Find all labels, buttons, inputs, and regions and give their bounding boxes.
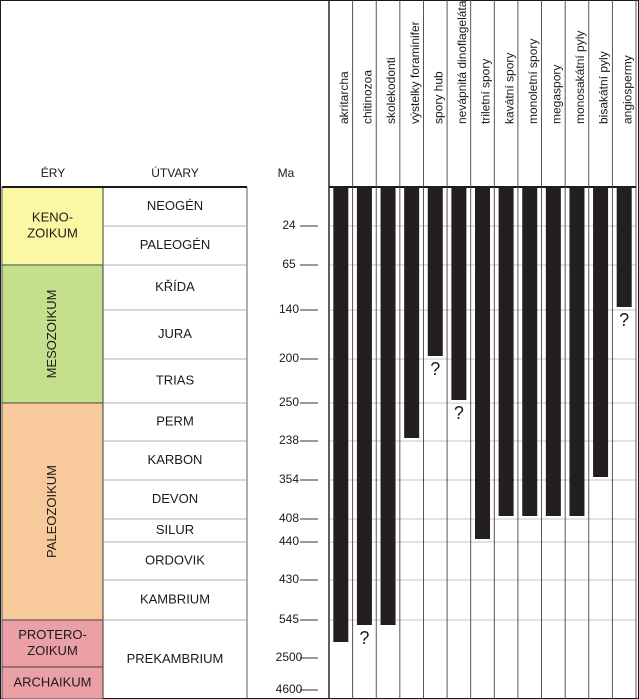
uncertainty-mark: ? xyxy=(619,310,629,330)
range-bar xyxy=(475,187,490,539)
formation-label: PALEOGÉN xyxy=(140,237,211,252)
range-bar xyxy=(404,187,420,438)
range-bar xyxy=(569,187,585,516)
era-label: KENO- xyxy=(32,209,73,224)
series-label: výstelky foraminifer xyxy=(408,21,422,124)
era-label: ZOIKUM xyxy=(27,225,78,240)
ma-tick-label: 238 xyxy=(279,433,299,447)
era-label: ARCHAIKUM xyxy=(13,674,91,689)
formation-label: DEVON xyxy=(152,491,198,506)
series-label: bisakátní pyly xyxy=(597,51,611,124)
ma-header: Ma xyxy=(278,166,295,180)
formation-label: KAMBRIUM xyxy=(140,591,210,606)
series-label: akritarcha xyxy=(337,71,351,124)
formation-label: TRIAS xyxy=(156,372,195,387)
formation-label: SILUR xyxy=(156,522,194,537)
range-bar xyxy=(522,187,538,516)
series-label: kavátní spory xyxy=(502,53,516,124)
ma-tick-label: 250 xyxy=(279,395,299,409)
range-bar xyxy=(333,187,349,642)
era-block xyxy=(1,186,104,266)
formation-label: PERM xyxy=(156,413,194,428)
era-label: MESOZOIKUM xyxy=(44,290,59,379)
ma-tick-label: 200 xyxy=(279,351,299,365)
formation-label: KARBON xyxy=(148,452,203,467)
range-bar xyxy=(616,187,632,307)
ma-tick-label: 545 xyxy=(279,612,299,626)
series-label: triletní spory xyxy=(479,59,493,124)
series-label: chitinozoa xyxy=(361,70,375,124)
series-label: monosakátní pyly xyxy=(573,31,587,124)
formation-label: ORDOVIK xyxy=(145,552,205,567)
era-label: ZOIKUM xyxy=(27,643,78,658)
era-block xyxy=(1,619,104,668)
series-label: monoletní spory xyxy=(526,39,540,124)
range-bar xyxy=(545,187,561,516)
series-label: megaspory xyxy=(550,65,564,124)
series-label: spory hub xyxy=(431,71,445,124)
range-bar xyxy=(498,187,514,516)
era-label: PALEOZOIKUM xyxy=(44,465,59,558)
series-label: angiospermy xyxy=(620,55,634,124)
ma-tick-label: 354 xyxy=(279,472,299,486)
uncertainty-mark: ? xyxy=(359,628,369,648)
ma-tick-label: 440 xyxy=(279,534,299,548)
range-bar xyxy=(427,187,443,356)
series-label: skolekodonti xyxy=(384,57,398,124)
ma-tick-label: 408 xyxy=(279,511,299,525)
range-bar xyxy=(593,187,609,477)
formations-header: ÚTVARY xyxy=(151,165,199,180)
era-block xyxy=(1,402,104,621)
ma-tick-label: 24 xyxy=(282,218,296,232)
formation-label: PREKAMBRIUM xyxy=(127,651,224,666)
formation-label: JURA xyxy=(158,326,192,341)
range-bar xyxy=(451,187,467,400)
ma-tick-label: 2500 xyxy=(276,650,303,664)
ma-tick-label: 65 xyxy=(282,257,296,271)
eras-header: ÉRY xyxy=(41,165,65,180)
era-label: PROTERO- xyxy=(18,627,87,642)
series-label: nevápnitá dinoflageláta xyxy=(455,0,469,124)
uncertainty-mark: ? xyxy=(454,403,464,423)
era-block xyxy=(1,666,104,699)
formation-label: NEOGÉN xyxy=(147,198,203,213)
uncertainty-mark: ? xyxy=(430,359,440,379)
era-block xyxy=(1,264,104,404)
ma-tick-label: 430 xyxy=(279,572,299,586)
ma-tick-label: 140 xyxy=(279,302,299,316)
ma-tick-label: 4600 xyxy=(276,682,303,696)
range-bar xyxy=(356,187,372,625)
range-bar xyxy=(380,187,396,625)
formation-label: KŘÍDA xyxy=(155,279,195,294)
